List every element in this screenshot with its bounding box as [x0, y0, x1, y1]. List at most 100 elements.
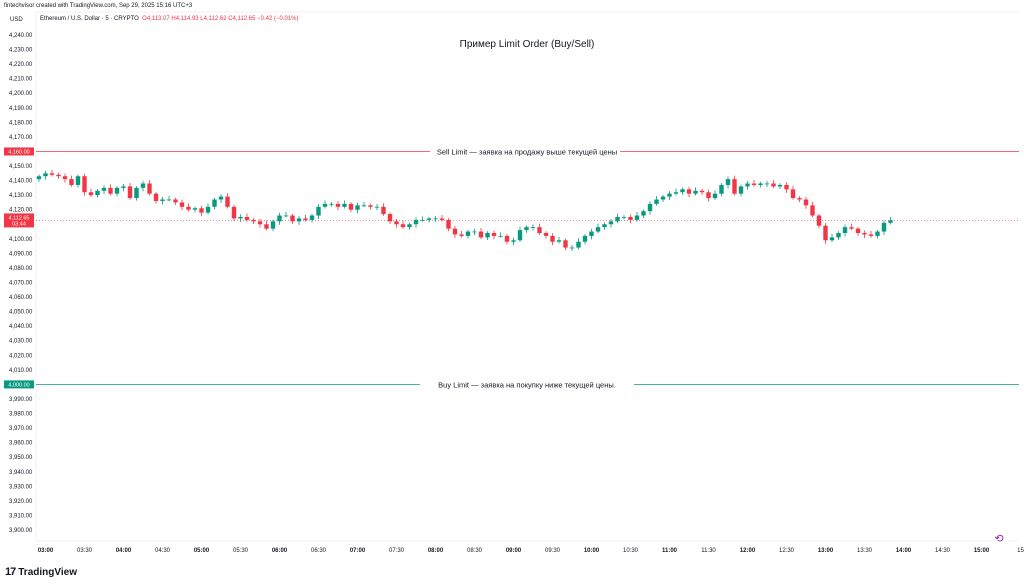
candle-body	[452, 228, 458, 235]
tradingview-brand[interactable]: 17 TradingView	[5, 566, 77, 578]
x-tick-label: 12:00	[740, 548, 756, 554]
candle-body	[355, 205, 360, 210]
candle-body	[88, 192, 94, 196]
sell-limit-price-tag	[4, 147, 34, 156]
buy-limit-label-bg	[420, 379, 634, 390]
candle-body	[322, 203, 328, 207]
candle-body	[127, 186, 133, 199]
buy-limit-price-tag	[4, 380, 34, 389]
y-tick-label: 4,240.00	[9, 33, 33, 39]
candle-body	[75, 176, 81, 185]
candle-body	[699, 190, 705, 193]
y-tick-label: 4,050.00	[9, 310, 33, 316]
y-tick-label: 4,010.00	[9, 368, 33, 374]
y-tick-label: 4,020.00	[9, 353, 33, 359]
ohlc-values: O4,113.07 H4,114.93 L4,112.62 C4,112.65 …	[142, 16, 299, 22]
x-tick-label: 10:30	[623, 548, 639, 554]
candle-body	[309, 215, 315, 220]
reset-icon: ⟲	[994, 533, 1004, 545]
candle-body	[855, 228, 861, 233]
candle-body	[36, 176, 42, 180]
candle-body	[816, 215, 822, 226]
sell-limit-label: Sell Limit — заявка на продажу выше теку…	[437, 147, 617, 156]
candle-body	[270, 221, 276, 229]
candle-body	[888, 220, 893, 223]
brand-name: TradingView	[18, 566, 77, 578]
candle-body	[764, 183, 770, 185]
candle-body	[335, 203, 341, 207]
symbol-name: Ethereum / U.S. Dollar · 5 · CRYPTO	[40, 16, 139, 22]
y-tick-label: 4,170.00	[9, 135, 33, 141]
candle-body	[368, 205, 373, 207]
candle-body	[192, 208, 198, 210]
x-tick-label: 10:00	[584, 548, 600, 554]
y-tick-label: 3,910.00	[9, 513, 33, 519]
candle-body	[433, 218, 438, 220]
chart-credit: fintechvisor created with TradingView.co…	[4, 3, 193, 9]
candle-body	[725, 179, 731, 185]
candle-body	[556, 240, 562, 242]
candle-body	[82, 176, 87, 193]
candle-body	[426, 218, 432, 220]
candle-body	[186, 206, 191, 210]
y-tick-label: 4,080.00	[9, 266, 33, 272]
y-tick-label: 4,210.00	[9, 77, 33, 83]
y-tick-label: 4,060.00	[9, 295, 33, 301]
candle-body	[751, 183, 757, 185]
candle-body	[56, 174, 61, 177]
y-tick-label: 3,900.00	[9, 528, 33, 534]
candle-body	[296, 218, 302, 222]
sell-limit-price: 4,160.00	[8, 149, 29, 155]
x-tick-label: 14:30	[935, 548, 951, 554]
candle-body	[537, 227, 542, 233]
y-tick-label: 4,220.00	[9, 62, 33, 68]
candle-body	[563, 240, 568, 248]
candle-body	[303, 218, 308, 220]
candle-body	[205, 206, 211, 213]
candle-body	[634, 215, 640, 220]
candle-body	[511, 240, 516, 242]
candle-body	[485, 233, 490, 238]
candle-body	[257, 221, 263, 225]
candle-body	[712, 193, 718, 199]
candle-body	[238, 216, 243, 219]
y-tick-label: 4,100.00	[9, 237, 33, 243]
x-tick-label: 08:00	[428, 548, 444, 554]
reset-chart-button[interactable]: ⟲	[992, 532, 1006, 546]
candle-body	[62, 176, 68, 180]
candle-body	[875, 231, 880, 236]
candle-body	[823, 225, 828, 241]
candle-body	[732, 179, 737, 194]
candle-body	[381, 206, 386, 215]
candle-body	[283, 215, 289, 217]
candle-body	[738, 186, 744, 194]
candle-body	[641, 211, 646, 216]
symbol-info[interactable]: Ethereum / U.S. Dollar · 5 · CRYPTO O4,1…	[40, 16, 299, 22]
y-tick-label: 4,030.00	[9, 339, 33, 345]
candle-body	[361, 205, 367, 207]
x-tick-label: 05:00	[194, 548, 210, 554]
candle-body	[446, 219, 451, 229]
x-tick-label: 07:30	[389, 548, 405, 554]
candle-body	[842, 227, 848, 233]
current-price-tag	[4, 213, 34, 228]
candle-body	[439, 218, 445, 220]
candle-body	[413, 219, 419, 225]
candle-body	[621, 216, 627, 218]
candle-body	[654, 199, 659, 204]
tradingview-logo-icon: 17	[5, 566, 16, 578]
candle-body	[290, 215, 295, 222]
candle-body	[504, 235, 510, 242]
y-tick-label: 4,040.00	[9, 324, 33, 330]
y-tick-label: 4,180.00	[9, 120, 33, 126]
y-tick-label: 3,970.00	[9, 426, 33, 432]
candle-body	[108, 187, 113, 194]
price-countdown: 03:44	[12, 221, 26, 227]
y-tick-label: 4,070.00	[9, 281, 33, 287]
candle-body	[394, 221, 399, 225]
candle-body	[387, 214, 393, 222]
candle-body	[680, 189, 685, 193]
candle-body	[49, 173, 55, 175]
x-tick-label: 11:30	[701, 548, 716, 554]
